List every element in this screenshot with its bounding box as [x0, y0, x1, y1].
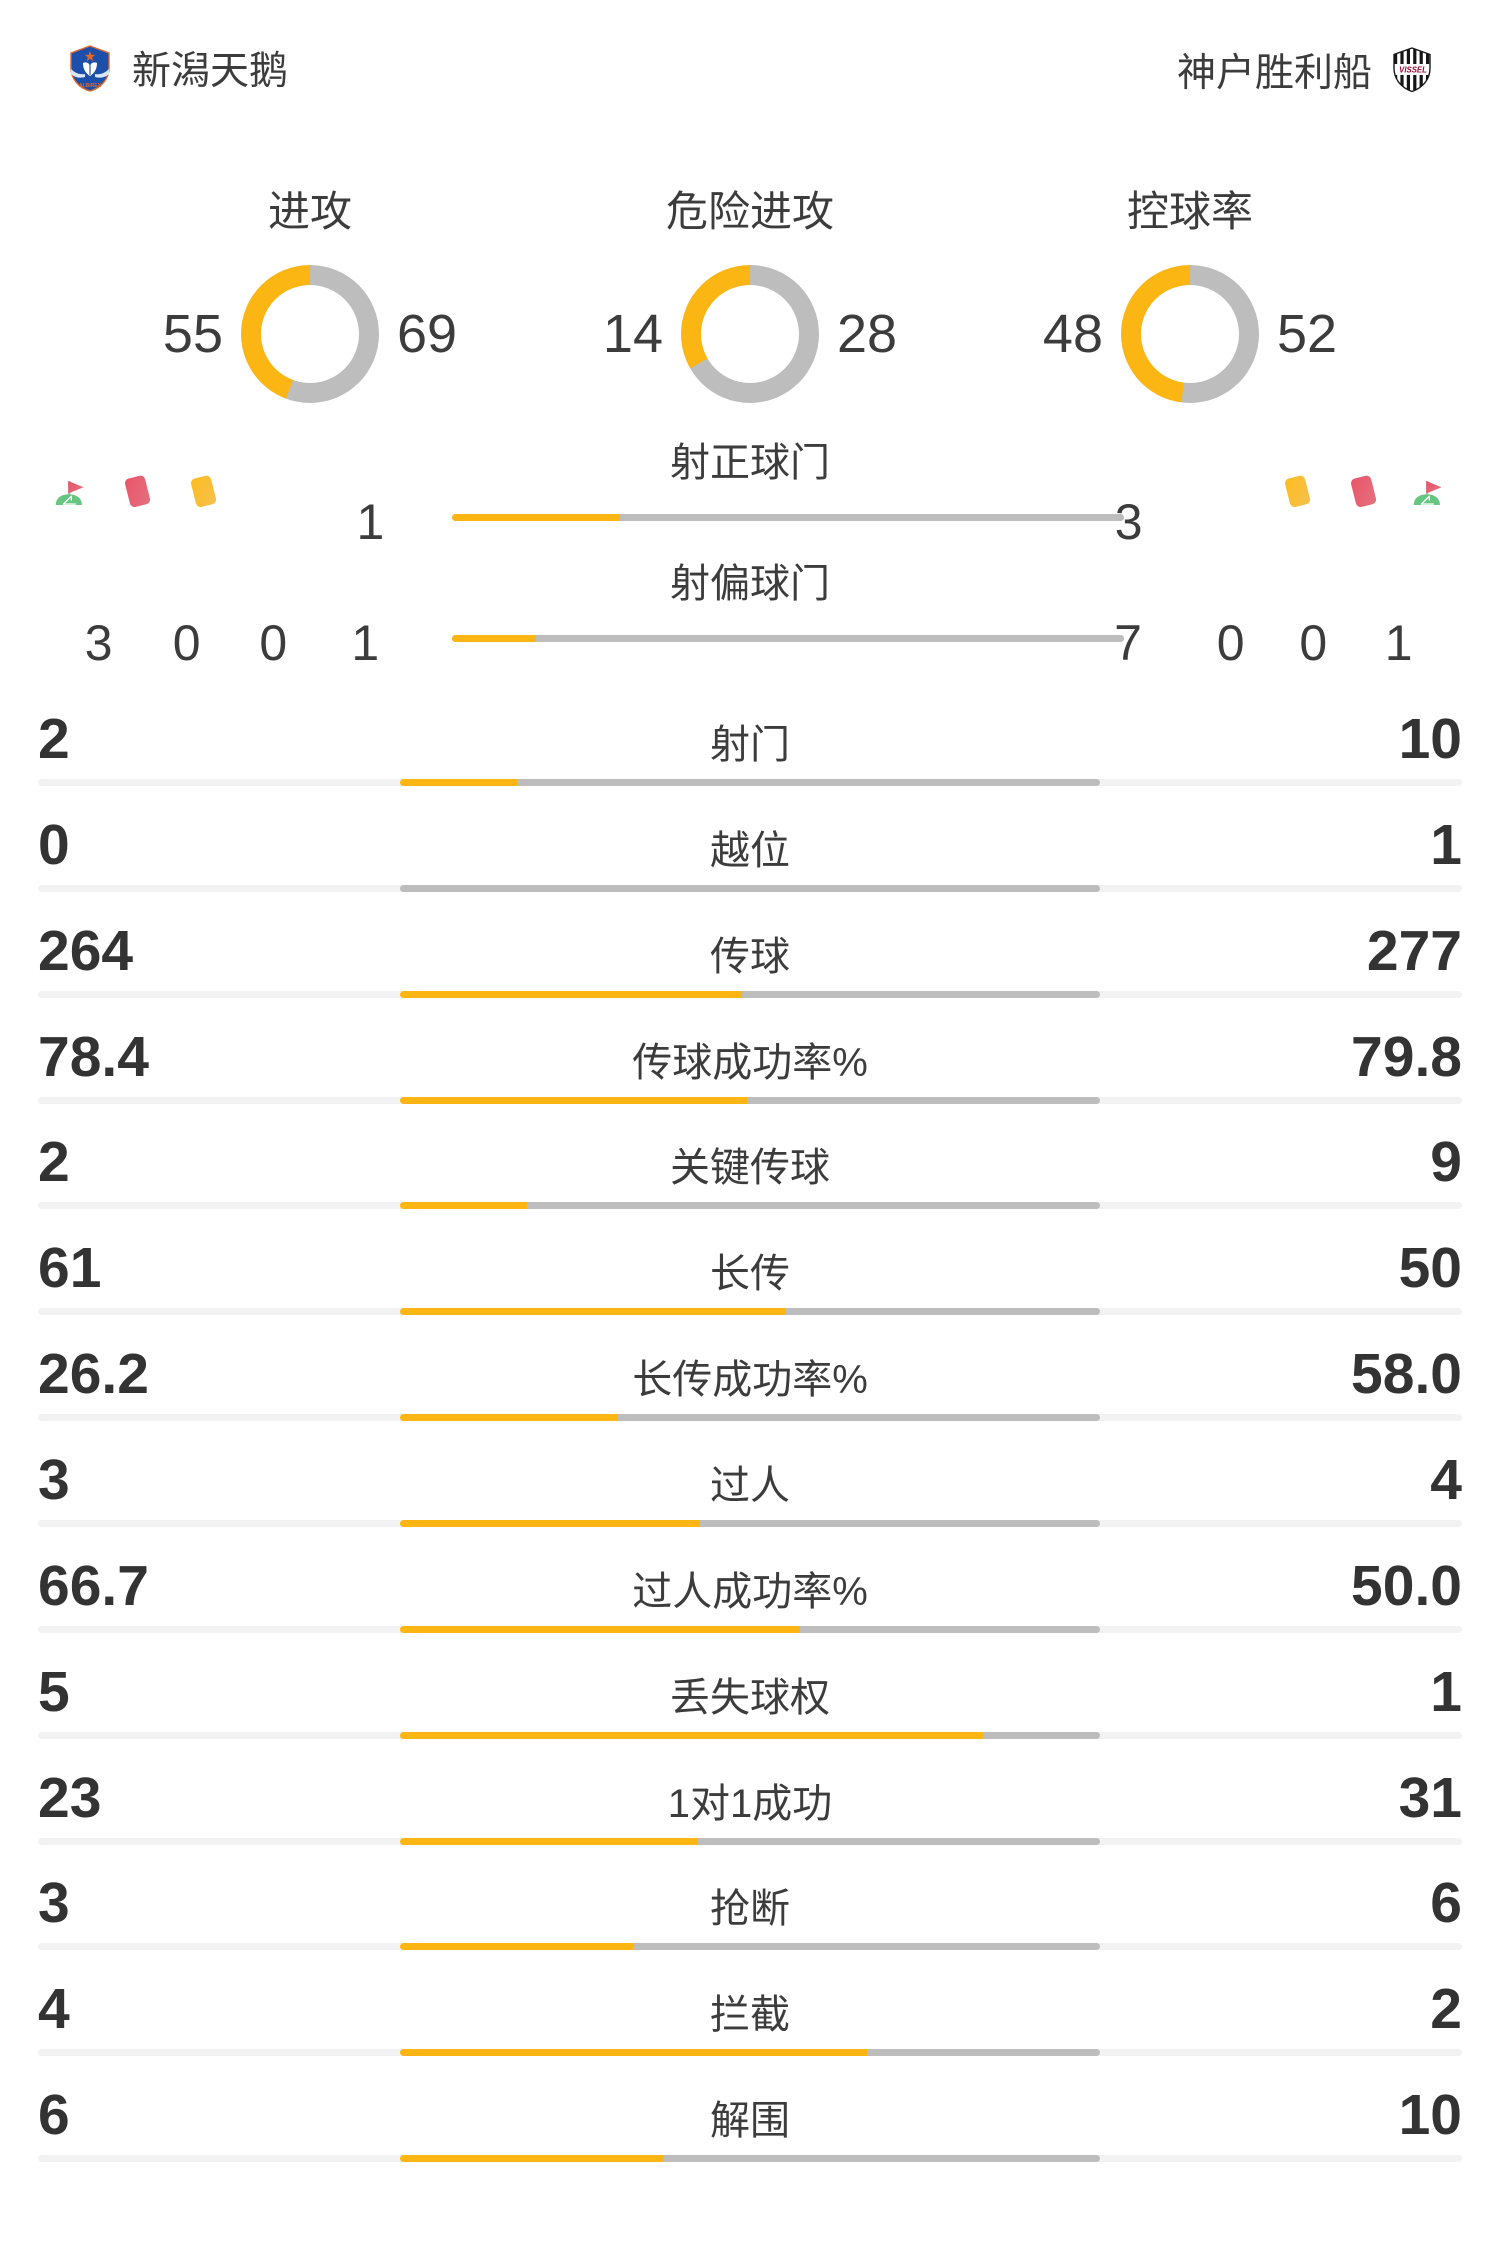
svg-text:ALBIREX: ALBIREX	[79, 83, 102, 89]
svg-text:VISSEL: VISSEL	[1399, 66, 1427, 75]
